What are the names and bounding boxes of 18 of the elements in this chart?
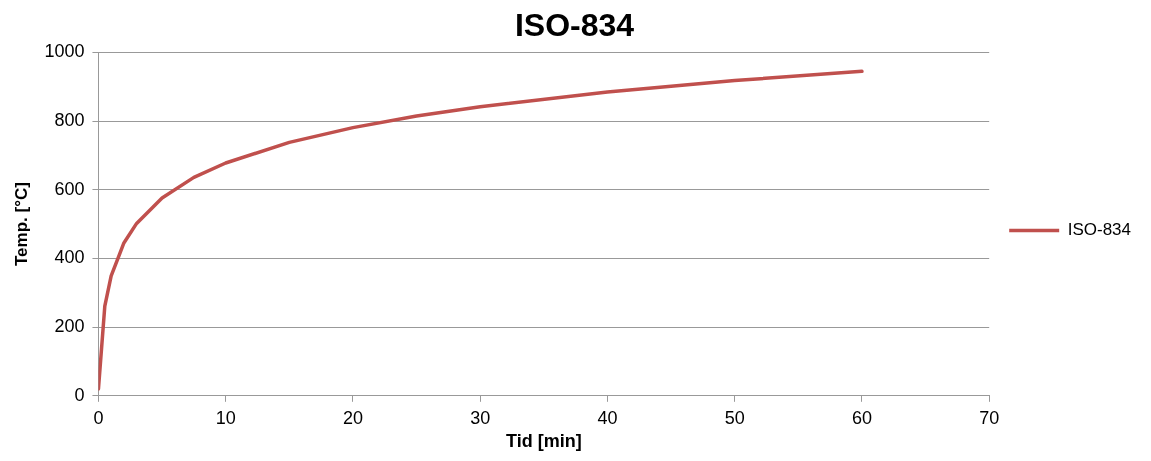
x-tick-label: 70	[979, 407, 1000, 428]
y-axis-title: Temp. [°C]	[11, 182, 31, 267]
legend-label: ISO-834	[1067, 220, 1131, 240]
x-tick-label: 60	[851, 407, 872, 428]
x-tick-label: 50	[724, 407, 745, 428]
y-tick-label: 0	[74, 384, 85, 405]
y-tick-label: 200	[54, 316, 85, 337]
y-tick-label: 600	[54, 178, 85, 199]
y-tick-label: 400	[54, 247, 85, 268]
chart-title: ISO-834	[514, 7, 635, 44]
x-axis-title: Tid [min]	[505, 431, 582, 452]
x-tick-label: 10	[215, 407, 236, 428]
x-tick-label: 0	[93, 407, 104, 428]
y-tick-label: 800	[54, 110, 85, 131]
x-tick-label: 20	[342, 407, 363, 428]
x-tick-label: 40	[597, 407, 618, 428]
y-tick-label: 1000	[44, 41, 85, 62]
x-tick-label: 30	[470, 407, 491, 428]
